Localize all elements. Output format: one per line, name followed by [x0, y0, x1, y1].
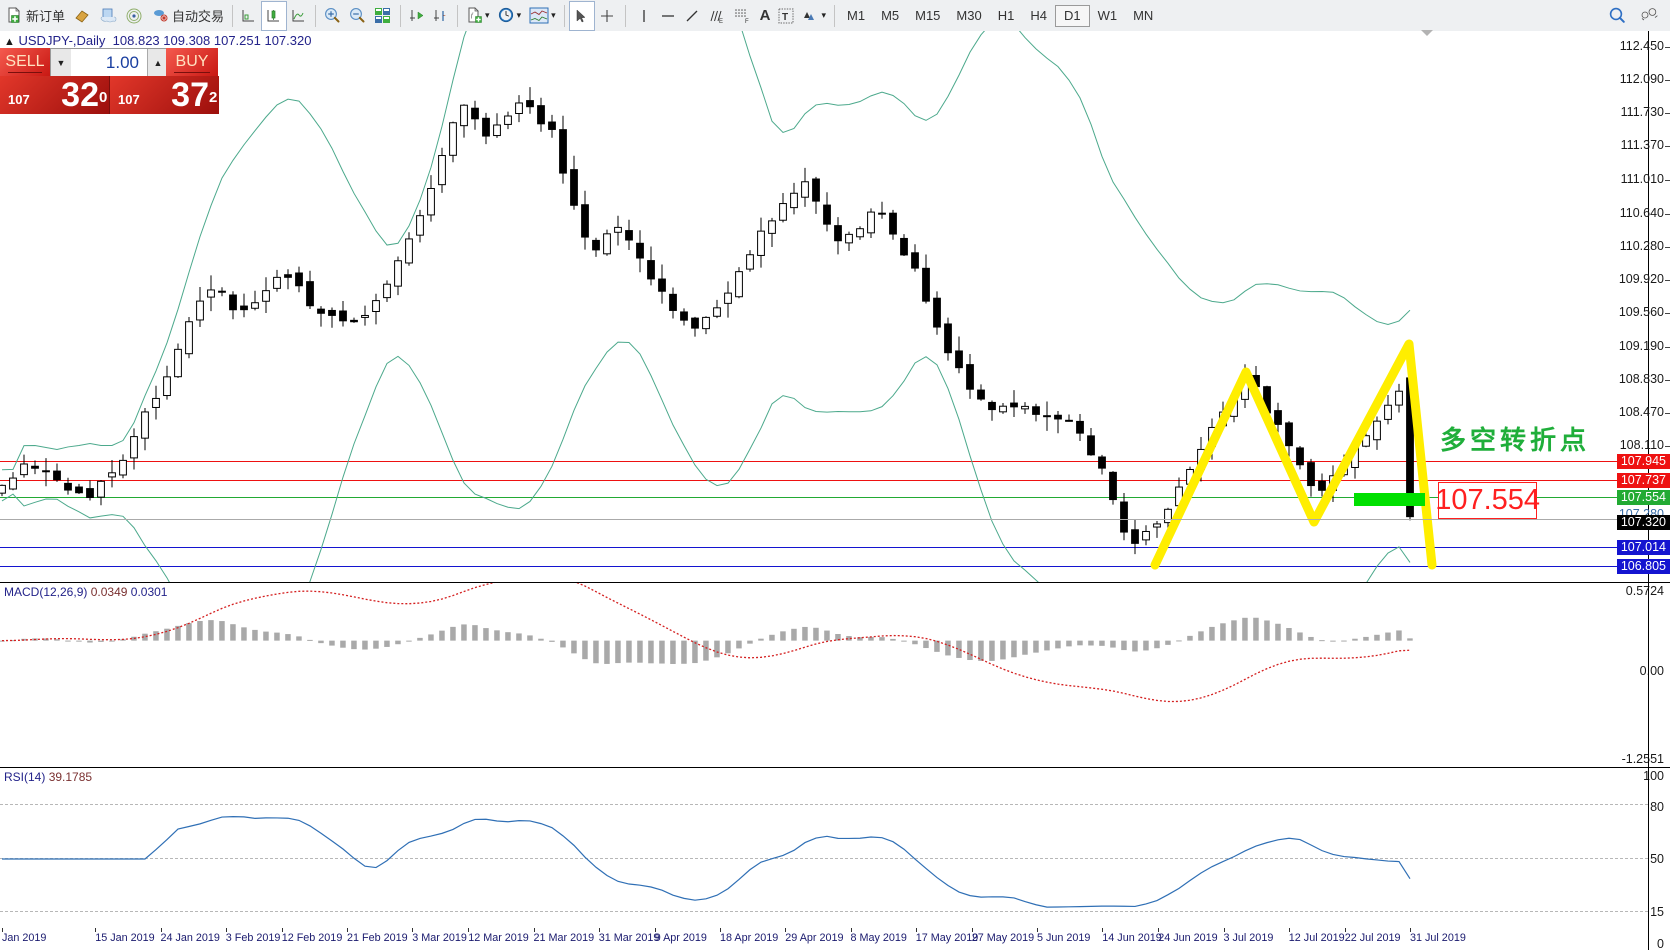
svg-text:T: T — [782, 12, 788, 23]
svg-text:F: F — [745, 19, 749, 24]
svg-text:E: E — [719, 19, 723, 24]
